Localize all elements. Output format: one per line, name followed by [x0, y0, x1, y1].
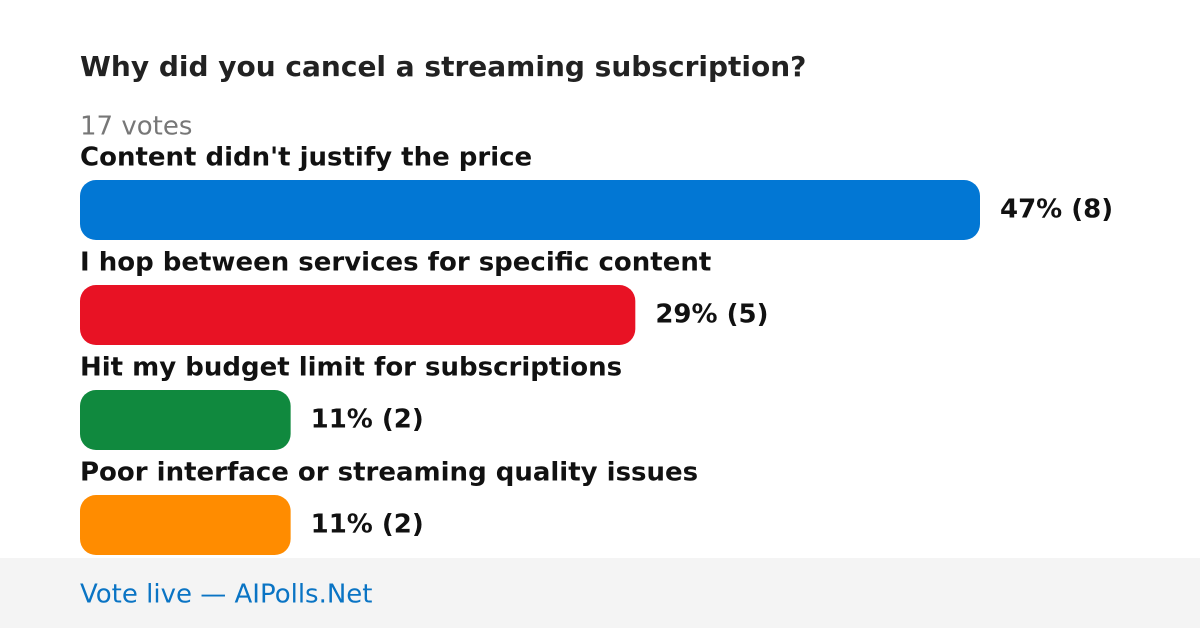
footer-link[interactable]: Vote live — AIPolls.Net	[80, 580, 373, 610]
result-value: 11% (2)	[311, 510, 424, 540]
option-label: Content didn't justify the price	[80, 143, 532, 173]
result-bar	[80, 390, 291, 450]
result-value: 11% (2)	[311, 405, 424, 435]
total-votes: 17 votes	[80, 112, 192, 142]
option-label: Hit my budget limit for subscriptions	[80, 353, 622, 383]
result-bar	[80, 495, 291, 555]
poll-title: Why did you cancel a streaming subscript…	[80, 50, 806, 83]
result-bar	[80, 285, 636, 345]
option-label: Poor interface or streaming quality issu…	[80, 458, 698, 488]
footer-bar	[0, 558, 1200, 628]
result-bar	[80, 180, 980, 240]
result-value: 29% (5)	[655, 300, 768, 330]
option-label: I hop between services for specific cont…	[80, 248, 711, 278]
result-value: 47% (8)	[1000, 195, 1113, 225]
